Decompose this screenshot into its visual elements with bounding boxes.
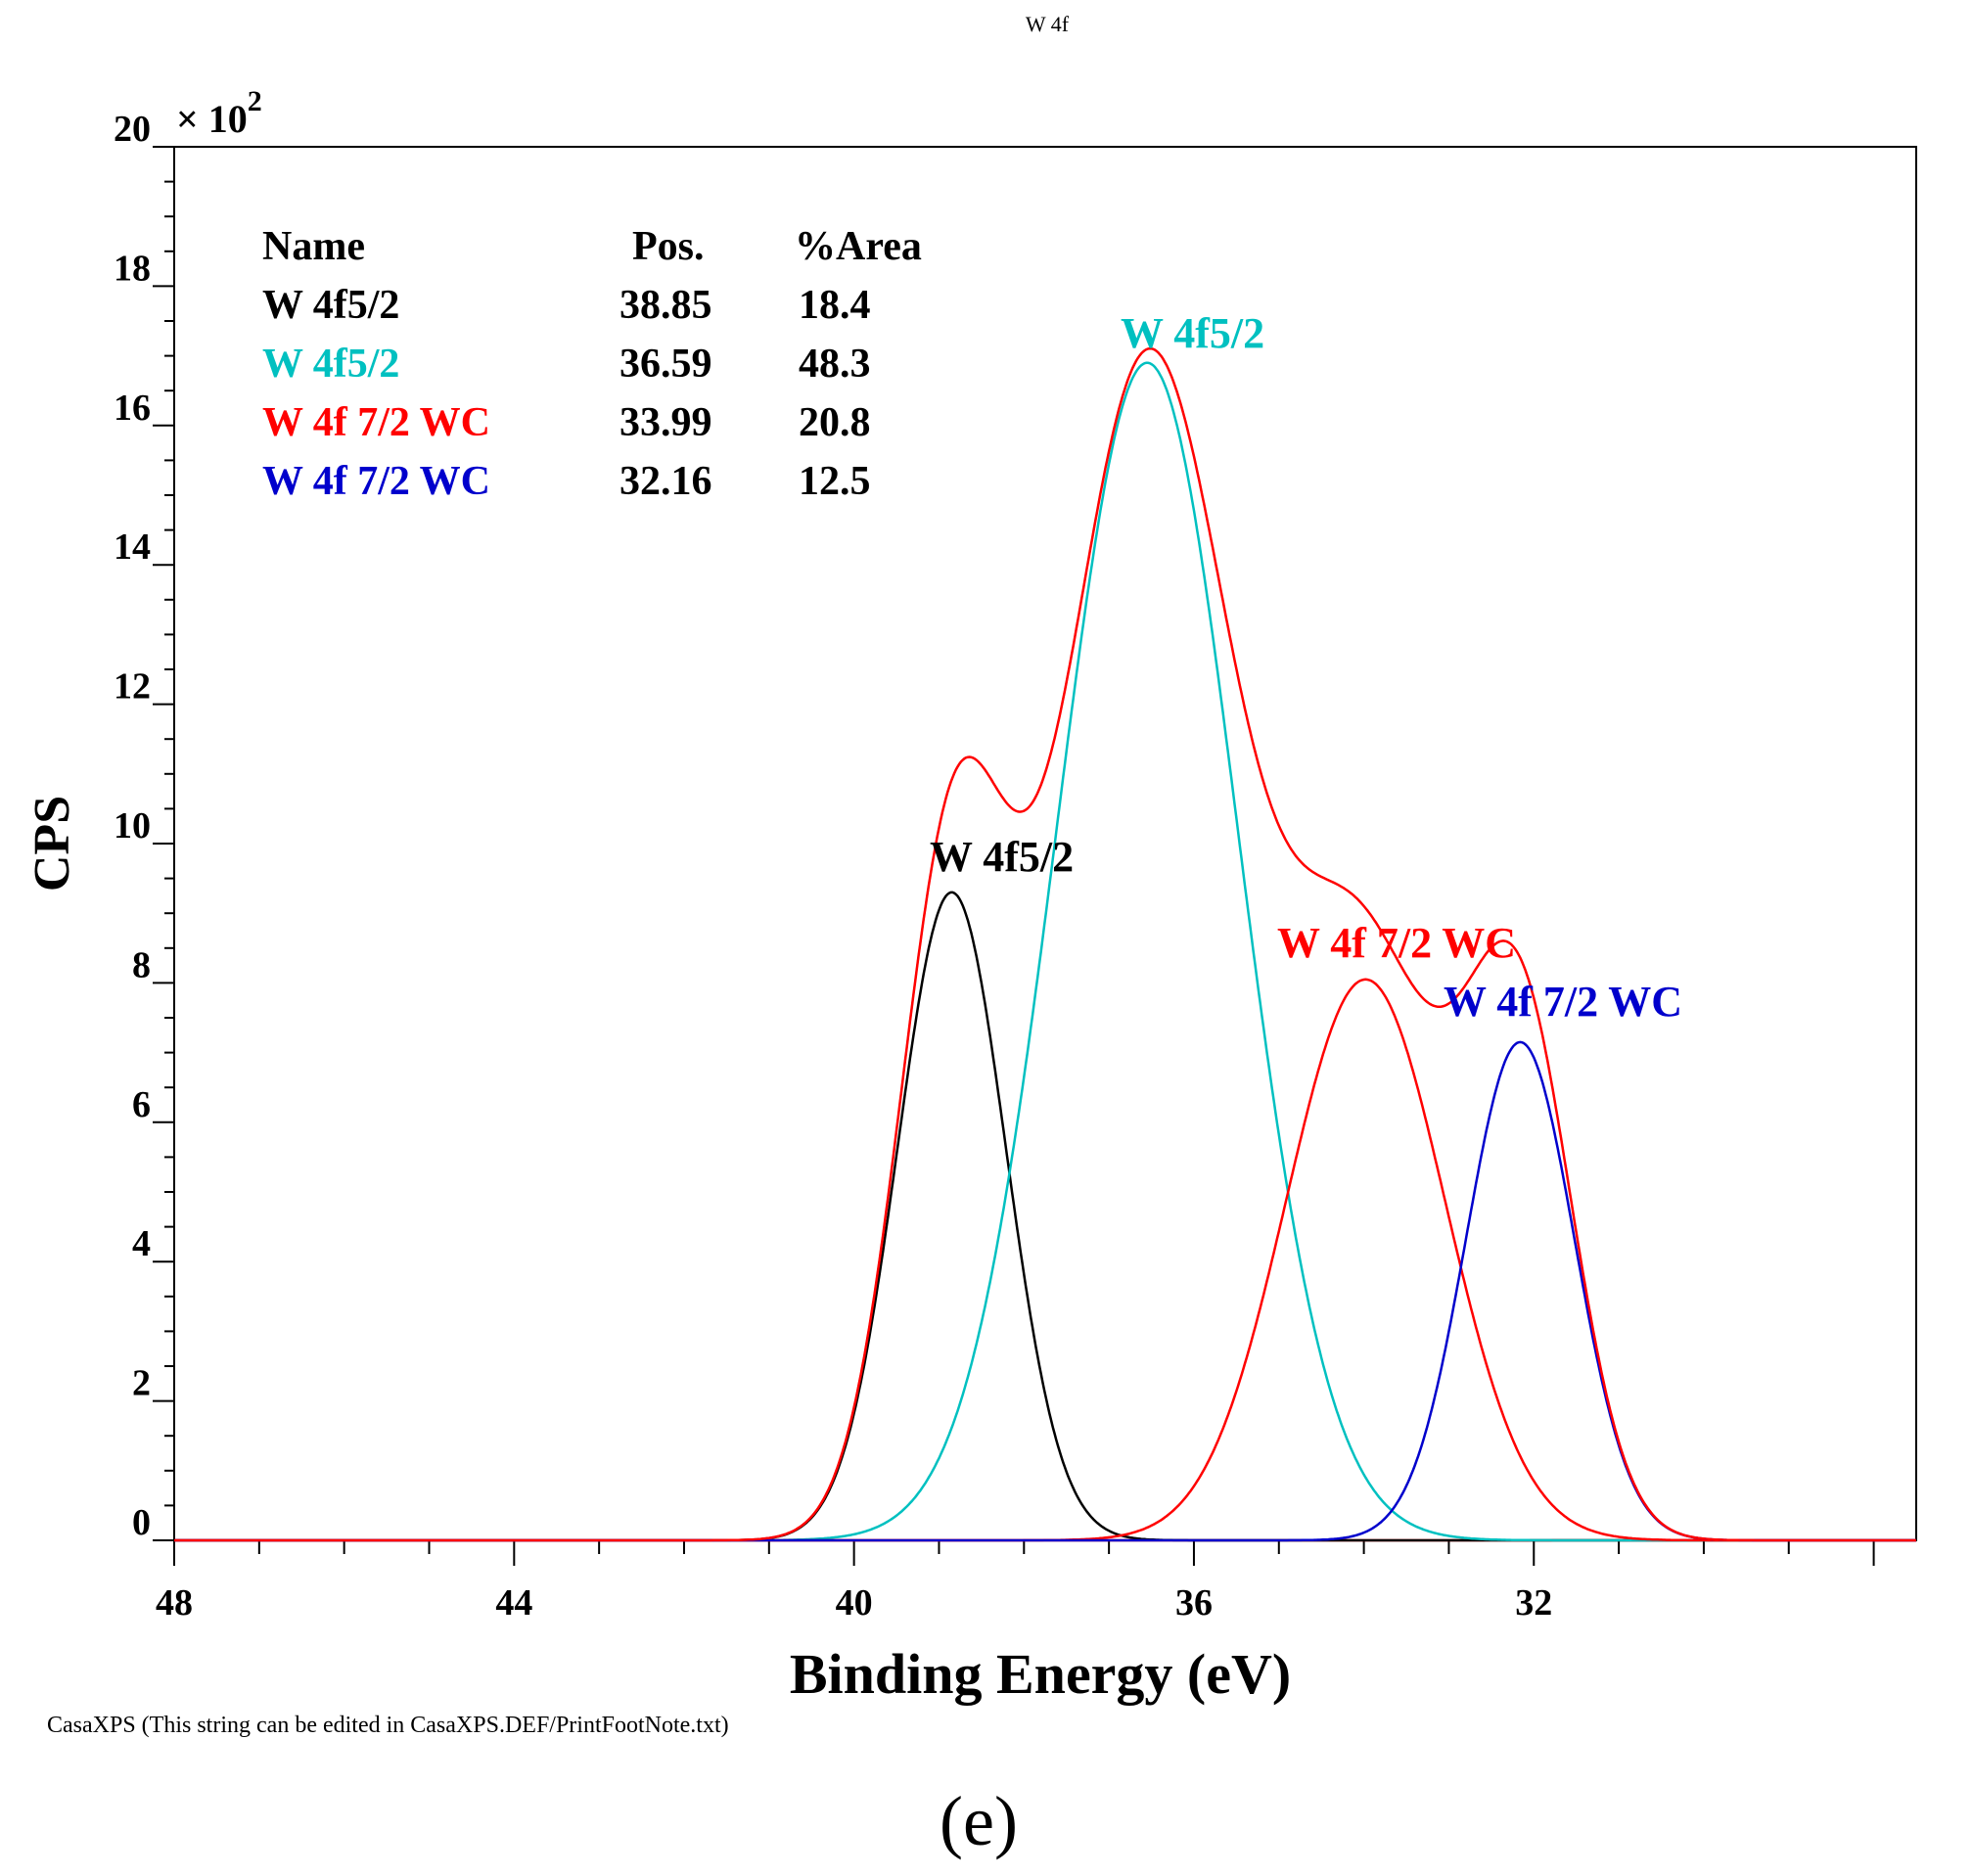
y-tick-label: 6: [132, 1084, 151, 1125]
y-tick-label: 14: [114, 526, 151, 568]
legend-row-name: W 4f5/2: [262, 283, 399, 328]
panel-label: (e): [940, 1782, 1018, 1860]
y-tick-label: 12: [114, 666, 151, 708]
legend-row-area: 12.5: [799, 459, 871, 504]
legend-header-pos: Pos.: [632, 224, 705, 269]
y-multiplier: × 102: [176, 85, 262, 141]
x-axis-ticks: 48 44 40 36 32: [156, 1540, 1875, 1624]
y-tick-label: 0: [132, 1502, 151, 1543]
y-tick-label: 16: [114, 388, 151, 429]
x-tick-label: 44: [495, 1582, 532, 1624]
curves-group: [174, 346, 1916, 1542]
footnote: CasaXPS (This string can be edited in Ca…: [47, 1713, 729, 1738]
chart-title: W 4f: [1026, 12, 1070, 36]
peak-label-w4f52-cyan: W 4f5/2: [1121, 309, 1264, 357]
component-curve-4: [174, 1040, 1916, 1542]
x-tick-label: 32: [1515, 1582, 1552, 1624]
component-curve-2: [174, 361, 1916, 1542]
y-multiplier-exponent: 2: [248, 85, 262, 117]
y-multiplier-base: × 10: [176, 97, 248, 141]
legend-row-name: W 4f5/2: [262, 342, 399, 387]
legend-header-name: Name: [262, 224, 365, 269]
legend-row-area: 48.3: [799, 342, 871, 387]
envelope-curve: [174, 346, 1916, 1542]
peak-label-w4f72-blue: W 4f 7/2 WC: [1444, 978, 1682, 1026]
peak-label-w4f72-red: W 4f 7/2 WC: [1277, 919, 1516, 967]
y-tick-label: 2: [132, 1363, 151, 1404]
legend-row-pos: 33.99: [619, 400, 712, 445]
x-tick-label: 48: [156, 1582, 193, 1624]
raw-data-curve: [174, 347, 1916, 1541]
x-tick-label: 40: [836, 1582, 873, 1624]
component-curve-3: [174, 978, 1916, 1542]
y-tick-label: 4: [132, 1223, 151, 1264]
x-tick-label: 36: [1175, 1582, 1213, 1624]
y-axis-label: CPS: [24, 796, 80, 892]
peak-label-w4f52-black: W 4f5/2: [930, 833, 1074, 881]
y-tick-label: 10: [114, 805, 151, 846]
legend-row-area: 20.8: [799, 400, 871, 445]
legend-row-name: W 4f 7/2 WC: [262, 459, 490, 504]
y-axis-ticks: 0 2 4 6 8 10 12 14 16 18 20: [114, 109, 174, 1543]
legend-row-area: 18.4: [799, 283, 871, 328]
legend-table: Name Pos. %Area W 4f5/2 38.85 18.4 W 4f5…: [262, 224, 922, 504]
y-tick-label: 20: [114, 109, 151, 150]
legend-row-name: W 4f 7/2 WC: [262, 400, 490, 445]
legend-row-pos: 32.16: [619, 459, 712, 504]
y-tick-label: 18: [114, 248, 151, 289]
legend-row-pos: 36.59: [619, 342, 712, 387]
x-axis-label: Binding Energy (eV): [790, 1642, 1291, 1706]
y-tick-label: 8: [132, 944, 151, 985]
legend-header-area: %Area: [795, 224, 922, 269]
legend-row-pos: 38.85: [619, 283, 712, 328]
